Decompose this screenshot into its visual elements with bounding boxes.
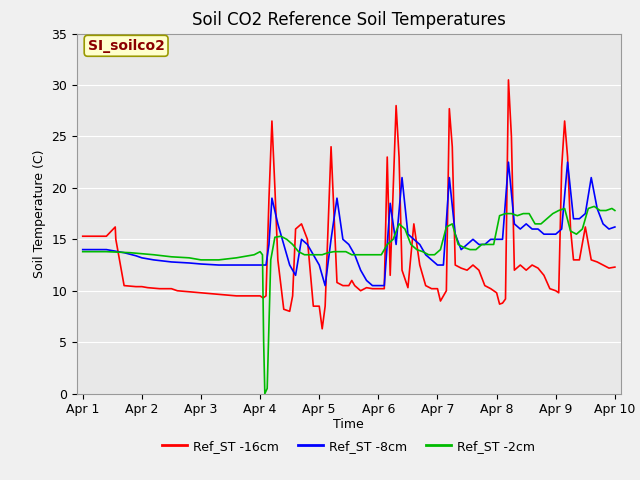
Legend: Ref_ST -16cm, Ref_ST -8cm, Ref_ST -2cm: Ref_ST -16cm, Ref_ST -8cm, Ref_ST -2cm bbox=[157, 434, 540, 457]
Text: SI_soilco2: SI_soilco2 bbox=[88, 39, 164, 53]
X-axis label: Time: Time bbox=[333, 418, 364, 431]
Y-axis label: Soil Temperature (C): Soil Temperature (C) bbox=[33, 149, 45, 278]
Title: Soil CO2 Reference Soil Temperatures: Soil CO2 Reference Soil Temperatures bbox=[192, 11, 506, 29]
